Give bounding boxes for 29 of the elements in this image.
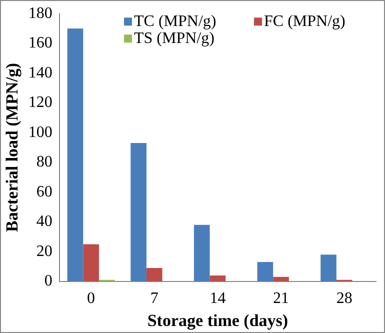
x-tick-label: 14 [210, 290, 226, 308]
legend-label: TC (MPN/g) [134, 12, 216, 30]
x-tick-label: 21 [273, 290, 290, 308]
y-tick-label: 0 [44, 272, 52, 290]
y-tick-label: 140 [28, 64, 52, 82]
y-tick-label: 180 [28, 4, 52, 22]
legend-label: TS (MPN/g) [134, 30, 214, 47]
x-tick-label: 28 [336, 290, 352, 308]
y-axis-title: Bacterial load (MPN/g) [2, 62, 22, 232]
bar [320, 254, 336, 282]
bar [210, 275, 226, 282]
y-tick-label: 80 [36, 154, 52, 171]
y-tick-label: 60 [36, 183, 52, 200]
bar [257, 262, 274, 282]
bar [273, 276, 289, 282]
x-axis-title: Storage time (days) [147, 311, 288, 330]
bar [130, 143, 146, 282]
y-tick-label: 40 [36, 213, 52, 230]
y-tick-label: 160 [28, 34, 52, 52]
y-tick-label: 100 [28, 124, 52, 141]
bar [67, 28, 84, 282]
x-tick-label: 7 [150, 290, 158, 308]
x-tick-label: 0 [87, 290, 96, 308]
bar [83, 244, 99, 282]
legend-label: FC (MPN/g) [264, 12, 346, 30]
y-tick-label: 20 [36, 242, 52, 260]
y-tick-label: 120 [28, 94, 52, 112]
bar [194, 224, 210, 282]
bar [146, 268, 162, 282]
